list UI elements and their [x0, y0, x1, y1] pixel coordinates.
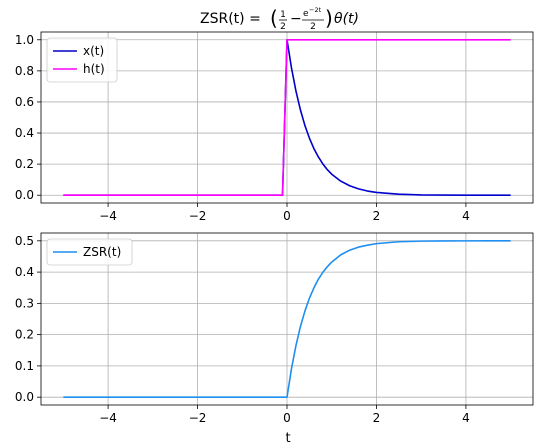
bottom-plot-panel: −4 −2 0 2 4 0.0 0.1 0.2 0.3 0.4 0.5 ZSR(t)	[15, 232, 534, 425]
top-y-tick-label: 0.2	[15, 157, 34, 171]
bot-x-tick-label: −4	[99, 411, 117, 425]
top-x-tick-label: −2	[189, 209, 207, 223]
bot-y-tick-label: 0.4	[15, 265, 34, 279]
bot-legend-label: ZSR(t)	[83, 245, 121, 259]
top-series-layer	[63, 38, 511, 197]
bottom-y-axis: 0.0 0.1 0.2 0.3 0.4 0.5	[15, 234, 41, 404]
top-y-axis: 0.0 0.2 0.4 0.6 0.8 1.0	[15, 33, 41, 202]
top-legend: x(t) h(t)	[46, 37, 118, 83]
top-legend-label: x(t)	[83, 44, 104, 58]
bot-y-tick-label: 0.1	[15, 359, 34, 373]
top-legend-box	[46, 37, 118, 83]
title-frac2-numerator-exp: −2t	[309, 6, 322, 14]
bot-series-line-0	[63, 240, 511, 398]
top-x-axis: −4 −2 0 2 4	[99, 203, 470, 223]
title-frac1-denominator: 2	[280, 22, 286, 32]
title-suffix: θ(t)	[334, 11, 359, 27]
top-y-tick-label: 0.0	[15, 188, 34, 202]
top-series-line-0	[63, 38, 511, 197]
bot-x-tick-label: 2	[373, 411, 381, 425]
bottom-x-axis-label: t	[285, 431, 290, 446]
title-right-paren: )	[325, 6, 333, 30]
bot-x-tick-label: 4	[462, 411, 470, 425]
title-prefix: ZSR(t) =	[200, 11, 261, 27]
title-minus: −	[290, 11, 302, 27]
top-y-tick-label: 1.0	[15, 33, 34, 47]
bot-y-tick-label: 0.3	[15, 296, 34, 310]
bot-x-tick-label: −2	[189, 411, 207, 425]
title-frac1-numerator: 1	[280, 10, 286, 20]
top-plot-panel: −4 −2 0 2 4 0.0 0.2 0.4 0.6 0.8 1.0 x(t) h(t)	[15, 31, 534, 223]
bottom-series-layer	[63, 240, 511, 398]
bottom-x-axis: −4 −2 0 2 4	[99, 405, 470, 425]
top-x-tick-label: −4	[99, 209, 117, 223]
bot-legend-box	[46, 238, 133, 266]
top-y-tick-label: 0.6	[15, 95, 34, 109]
top-series-line-1	[63, 38, 511, 197]
bot-y-tick-label: 0.2	[15, 328, 34, 342]
top-y-tick-label: 0.4	[15, 126, 34, 140]
top-y-tick-label: 0.8	[15, 64, 34, 78]
top-legend-label: h(t)	[83, 62, 105, 76]
title-frac2-numerator-base: e	[303, 9, 309, 19]
bottom-legend: ZSR(t)	[46, 238, 133, 266]
title-left-paren: (	[270, 6, 278, 30]
top-x-tick-label: 4	[462, 209, 470, 223]
top-x-tick-label: 2	[373, 209, 381, 223]
bot-y-tick-label: 0.0	[15, 390, 34, 404]
bot-x-tick-label: 0	[283, 411, 291, 425]
top-x-tick-label: 0	[283, 209, 291, 223]
bot-y-tick-label: 0.5	[15, 234, 34, 248]
title-frac2-denominator: 2	[310, 22, 316, 32]
chart-title: ZSR(t) = ( 1 2 − e −2t 2 ) θ(t)	[200, 6, 359, 32]
